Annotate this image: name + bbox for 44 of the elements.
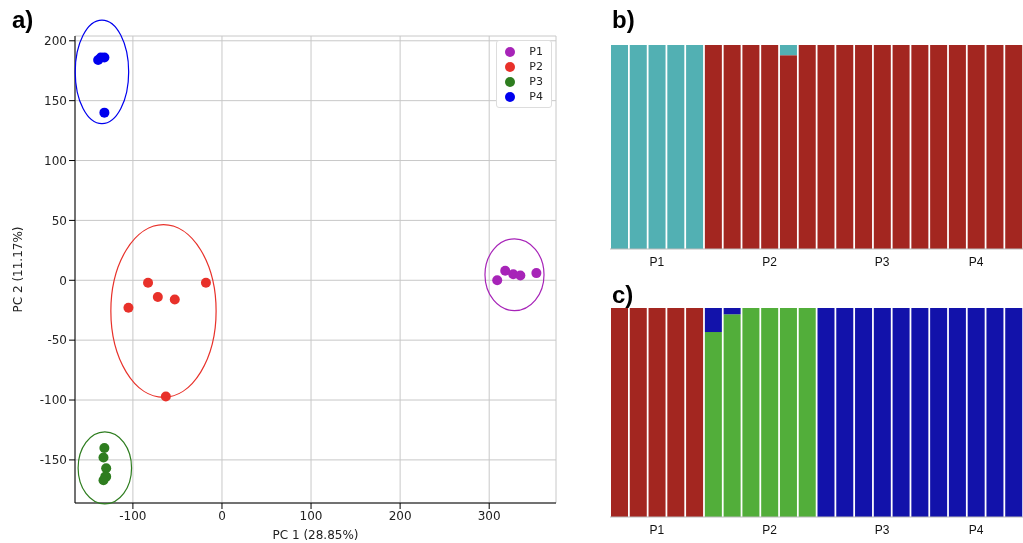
y-axis-title: PC 2 (11.17%)	[11, 226, 26, 313]
chart-title: b)	[612, 6, 635, 34]
legend-label: P3	[529, 74, 543, 89]
y-tick-label: -100	[39, 393, 67, 408]
x-tick-label: 200	[388, 508, 412, 523]
legend-label: P2	[529, 59, 543, 74]
x-tick-label: P4	[968, 254, 984, 269]
point	[123, 302, 134, 313]
point	[500, 265, 511, 276]
chart-title: c)	[612, 281, 634, 309]
x-axis-title: PC 1 (28.85%)	[272, 528, 359, 542]
x-tick-label: -100	[119, 508, 147, 523]
y-tick-label: 150	[44, 93, 67, 108]
y-tick-label: 200	[44, 34, 67, 49]
point	[98, 452, 109, 463]
x-tick-label: 0	[218, 508, 226, 523]
chart-title: a)	[12, 6, 34, 34]
x-tick-label: P4	[968, 522, 984, 537]
y-tick-label: 0	[59, 273, 67, 288]
x-tick-label: 100	[299, 508, 323, 523]
x-tick-label: P2	[762, 254, 778, 269]
point	[200, 277, 211, 288]
y-tick-label: 50	[51, 213, 67, 228]
point	[152, 292, 163, 303]
x-tick-label: P1	[649, 254, 665, 269]
legend-label: P4	[529, 89, 543, 104]
point	[143, 277, 154, 288]
point	[169, 294, 180, 305]
x-tick-label: P3	[874, 522, 890, 537]
y-tick-label: -150	[39, 453, 67, 468]
point	[98, 475, 109, 486]
x-tick-label: 300	[477, 508, 501, 523]
point	[515, 270, 526, 281]
point	[99, 442, 110, 453]
point	[99, 107, 110, 118]
legend-label: P1	[529, 44, 543, 59]
point	[531, 268, 542, 279]
x-tick-label: P2	[762, 522, 778, 537]
x-tick-label: P1	[649, 522, 665, 537]
y-tick-label: -50	[47, 333, 67, 348]
x-tick-label: P3	[874, 254, 890, 269]
point	[492, 275, 503, 286]
point	[101, 463, 112, 474]
y-tick-label: 100	[44, 153, 67, 168]
